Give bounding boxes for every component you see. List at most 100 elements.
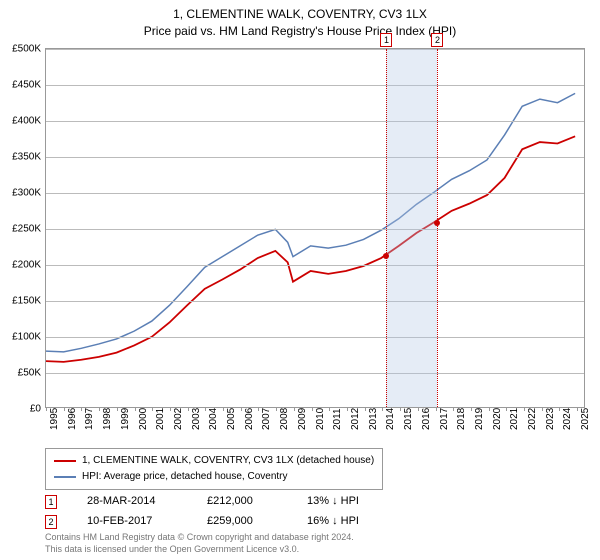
x-tick (99, 407, 100, 411)
x-tick (489, 407, 490, 411)
x-axis-label: 2023 (545, 408, 556, 430)
x-tick (223, 407, 224, 411)
x-axis-label: 2008 (279, 408, 290, 430)
grid-line (46, 337, 584, 338)
series-price_paid (46, 136, 575, 362)
x-axis-label: 1998 (102, 408, 113, 430)
legend: 1, CLEMENTINE WALK, COVENTRY, CV3 1LX (d… (45, 448, 383, 490)
transaction-date: 28-MAR-2014 (87, 492, 177, 512)
highlight-band (386, 49, 437, 407)
x-axis-label: 2000 (138, 408, 149, 430)
y-axis-label: £250K (1, 224, 41, 235)
marker-line (386, 49, 387, 407)
marker-label: 2 (431, 33, 443, 47)
transaction-diff: 13% ↓ HPI (307, 492, 387, 512)
transaction-table: 128-MAR-2014£212,00013% ↓ HPI210-FEB-201… (45, 492, 387, 532)
x-tick (382, 407, 383, 411)
data-point (383, 253, 389, 259)
x-tick (64, 407, 65, 411)
x-tick (524, 407, 525, 411)
x-tick (135, 407, 136, 411)
grid-line (46, 229, 584, 230)
x-axis-label: 2022 (527, 408, 538, 430)
x-axis-label: 1995 (49, 408, 60, 430)
y-axis-label: £300K (1, 188, 41, 199)
legend-row-2: HPI: Average price, detached house, Cove… (54, 469, 374, 485)
x-axis-label: 2019 (474, 408, 485, 430)
x-tick (471, 407, 472, 411)
x-tick (542, 407, 543, 411)
y-axis-label: £0 (1, 404, 41, 415)
x-axis-label: 2010 (315, 408, 326, 430)
x-tick (117, 407, 118, 411)
transaction-marker: 1 (45, 495, 57, 509)
y-axis-label: £200K (1, 260, 41, 271)
x-axis-label: 1997 (84, 408, 95, 430)
x-axis-label: 2006 (244, 408, 255, 430)
grid-line (46, 265, 584, 266)
grid-line (46, 121, 584, 122)
footnote-line-1: Contains HM Land Registry data © Crown c… (45, 532, 354, 544)
x-tick (577, 407, 578, 411)
x-tick (188, 407, 189, 411)
x-axis-label: 2014 (385, 408, 396, 430)
footnote-line-2: This data is licensed under the Open Gov… (45, 544, 354, 556)
transaction-price: £259,000 (207, 512, 277, 532)
y-axis-label: £500K (1, 44, 41, 55)
x-tick (258, 407, 259, 411)
footnote: Contains HM Land Registry data © Crown c… (45, 532, 354, 555)
chart-subtitle: Price paid vs. HM Land Registry's House … (0, 23, 600, 40)
data-point (434, 220, 440, 226)
y-axis-label: £400K (1, 116, 41, 127)
x-axis-label: 2013 (368, 408, 379, 430)
x-axis-label: 2024 (562, 408, 573, 430)
x-tick (46, 407, 47, 411)
transaction-diff: 16% ↓ HPI (307, 512, 387, 532)
y-axis-label: £100K (1, 332, 41, 343)
x-axis-label: 2017 (439, 408, 450, 430)
chart-container: 1, CLEMENTINE WALK, COVENTRY, CV3 1LX Pr… (0, 0, 600, 560)
x-tick (347, 407, 348, 411)
x-tick (152, 407, 153, 411)
legend-row-1: 1, CLEMENTINE WALK, COVENTRY, CV3 1LX (d… (54, 453, 374, 469)
grid-line (46, 85, 584, 86)
x-axis-label: 2001 (155, 408, 166, 430)
x-tick (329, 407, 330, 411)
y-axis-label: £350K (1, 152, 41, 163)
x-tick (81, 407, 82, 411)
x-axis-label: 2007 (261, 408, 272, 430)
x-axis-label: 2005 (226, 408, 237, 430)
x-axis-label: 2025 (580, 408, 591, 430)
x-axis-label: 1996 (67, 408, 78, 430)
transaction-row: 128-MAR-2014£212,00013% ↓ HPI (45, 492, 387, 512)
x-tick (365, 407, 366, 411)
x-axis-label: 2004 (208, 408, 219, 430)
x-axis-label: 2015 (403, 408, 414, 430)
x-tick (205, 407, 206, 411)
x-axis-label: 1999 (120, 408, 131, 430)
x-tick (559, 407, 560, 411)
series-hpi (46, 93, 575, 352)
x-axis-label: 2003 (191, 408, 202, 430)
legend-swatch-1 (54, 460, 76, 462)
x-tick (276, 407, 277, 411)
x-tick (436, 407, 437, 411)
x-tick (294, 407, 295, 411)
x-tick (506, 407, 507, 411)
marker-line (437, 49, 438, 407)
grid-line (46, 301, 584, 302)
x-axis-label: 2020 (492, 408, 503, 430)
x-axis-label: 2009 (297, 408, 308, 430)
grid-line (46, 193, 584, 194)
plot-area: £0£50K£100K£150K£200K£250K£300K£350K£400… (45, 48, 585, 408)
y-axis-label: £150K (1, 296, 41, 307)
y-axis-label: £450K (1, 80, 41, 91)
chart-title: 1, CLEMENTINE WALK, COVENTRY, CV3 1LX (0, 0, 600, 23)
x-tick (312, 407, 313, 411)
x-tick (170, 407, 171, 411)
transaction-marker: 2 (45, 515, 57, 529)
x-axis-label: 2021 (509, 408, 520, 430)
transaction-date: 10-FEB-2017 (87, 512, 177, 532)
line-layer (46, 49, 584, 407)
y-axis-label: £50K (1, 368, 41, 379)
